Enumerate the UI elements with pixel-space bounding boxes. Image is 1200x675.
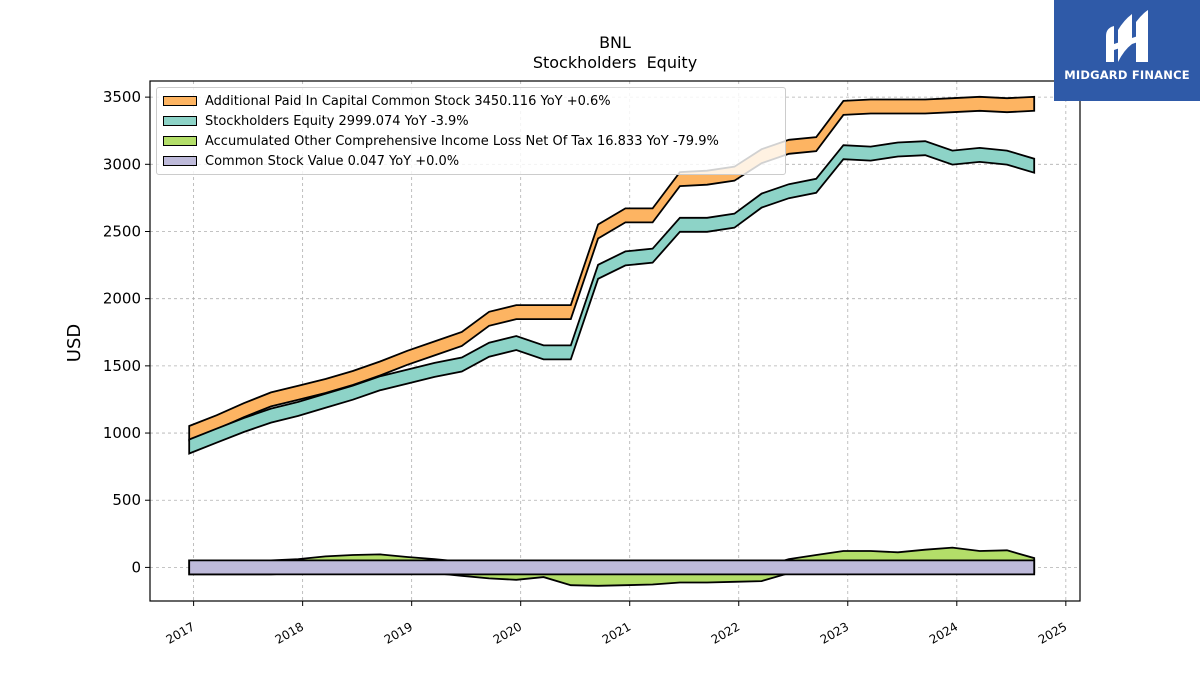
series-band bbox=[188, 559, 1036, 576]
series-0 bbox=[188, 95, 1036, 442]
series-layer bbox=[188, 95, 1036, 587]
x-tick-label: 2025 bbox=[1036, 619, 1069, 646]
series-band bbox=[188, 140, 1036, 455]
x-tick-label: 2022 bbox=[709, 619, 742, 646]
plot-frame bbox=[149, 80, 1081, 602]
midgard-logo-icon bbox=[1106, 10, 1148, 62]
series-1 bbox=[188, 140, 1036, 455]
y-tick-label: 2000 bbox=[103, 290, 141, 308]
y-axis-label: USD bbox=[64, 324, 85, 362]
brand-name: MIDGARD FINANCE bbox=[1064, 68, 1190, 82]
legend-label: Accumulated Other Comprehensive Income L… bbox=[205, 133, 719, 149]
series-3 bbox=[188, 559, 1036, 576]
chart-title: BNL bbox=[599, 33, 631, 52]
y-tick-label: 1500 bbox=[103, 357, 141, 375]
y-tick-label: 500 bbox=[112, 491, 141, 509]
x-tick-label: 2020 bbox=[491, 619, 524, 646]
x-tick-label: 2017 bbox=[164, 619, 197, 646]
x-tick-label: 2024 bbox=[927, 619, 960, 646]
y-tick-label: 3500 bbox=[103, 88, 141, 106]
legend-item-stockholders-equity: Stockholders Equity 2999.074 YoY -3.9% bbox=[163, 113, 469, 129]
y-tick-label: 3000 bbox=[103, 155, 141, 173]
legend-swatch bbox=[163, 156, 197, 166]
y-tick-label: 2500 bbox=[103, 222, 141, 240]
legend-swatch bbox=[163, 116, 197, 126]
legend-item-additional-paid-in-capital: Additional Paid In Capital Common Stock … bbox=[163, 93, 611, 109]
legend-swatch bbox=[163, 136, 197, 146]
legend-label: Additional Paid In Capital Common Stock … bbox=[205, 93, 611, 109]
x-tick-label: 2023 bbox=[818, 619, 851, 646]
x-tick-label: 2018 bbox=[273, 619, 306, 646]
legend-item-common-stock-value: Common Stock Value 0.047 YoY +0.0% bbox=[163, 153, 459, 169]
midgard-finance-logo: MIDGARD FINANCE bbox=[1054, 0, 1200, 101]
legend-swatch bbox=[163, 96, 197, 106]
series-band bbox=[188, 95, 1036, 442]
chart-subtitle: Stockholders Equity bbox=[533, 53, 697, 72]
y-tick-label: 1000 bbox=[103, 424, 141, 442]
y-tick-label: 0 bbox=[131, 558, 141, 576]
chart-legend: Additional Paid In Capital Common Stock … bbox=[156, 87, 786, 175]
legend-label: Stockholders Equity 2999.074 YoY -3.9% bbox=[205, 113, 469, 129]
x-tick-label: 2019 bbox=[382, 619, 415, 646]
legend-item-accumulated-oci: Accumulated Other Comprehensive Income L… bbox=[163, 133, 719, 149]
legend-label: Common Stock Value 0.047 YoY +0.0% bbox=[205, 153, 460, 169]
x-tick-label: 2021 bbox=[600, 619, 633, 646]
